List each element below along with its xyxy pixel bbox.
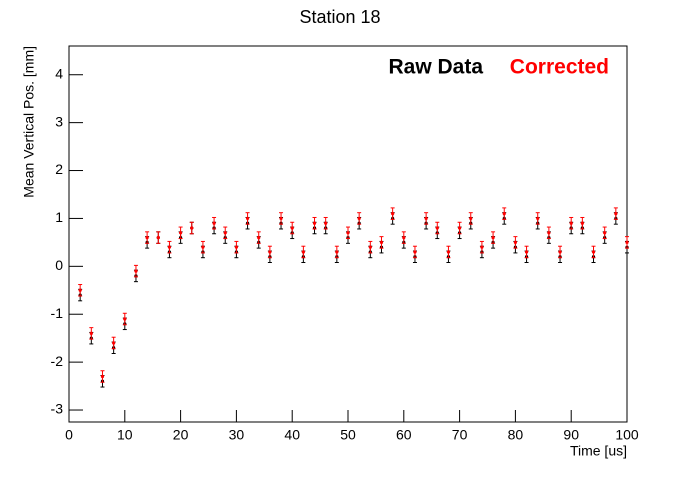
point (212, 221, 216, 225)
point (569, 221, 573, 225)
point (89, 331, 93, 335)
point (312, 221, 317, 225)
y-tick-label: 2 (55, 161, 63, 177)
point (234, 245, 238, 249)
point (524, 250, 529, 254)
point (580, 221, 584, 225)
y-tick-label: -1 (51, 305, 64, 321)
x-tick-label: 50 (340, 427, 356, 443)
point (379, 240, 384, 244)
y-tick-label: 0 (55, 257, 63, 273)
point (78, 288, 82, 292)
point (536, 216, 540, 221)
point (603, 231, 607, 235)
point (201, 245, 205, 249)
point (257, 235, 261, 240)
y-tick-label: -2 (51, 353, 64, 369)
x-tick-label: 100 (615, 427, 639, 443)
point (413, 250, 417, 254)
x-tick-label: 10 (117, 427, 133, 443)
x-tick-label: 40 (284, 427, 300, 443)
point (446, 250, 451, 254)
point (223, 231, 227, 235)
x-tick-label: 80 (508, 427, 524, 443)
x-tick-label: 0 (65, 427, 73, 443)
point (458, 226, 462, 230)
point (513, 240, 518, 244)
point (368, 245, 372, 249)
y-tick-label: 3 (55, 113, 63, 129)
x-axis-label: Time [us] (570, 443, 627, 459)
point (357, 216, 361, 221)
point (435, 226, 439, 230)
point (558, 250, 562, 254)
point (335, 250, 339, 254)
point (614, 212, 618, 216)
x-tick-label: 30 (229, 427, 245, 443)
x-tick-label: 60 (396, 427, 412, 443)
y-tick-label: 1 (55, 209, 63, 225)
point (391, 212, 395, 216)
point (145, 235, 149, 240)
y-axis-label: Mean Vertical Pos. [mm] (21, 46, 37, 198)
point (245, 216, 250, 221)
point (134, 269, 138, 273)
point (167, 245, 172, 249)
point (156, 235, 160, 240)
point (112, 341, 116, 345)
x-tick-label: 70 (452, 427, 468, 443)
y-tick-label: -3 (51, 401, 64, 417)
point (625, 240, 629, 244)
point (290, 226, 294, 230)
point (547, 231, 551, 235)
legend-entry: Raw Data (388, 56, 483, 79)
point (491, 235, 495, 240)
point (279, 216, 283, 221)
point (424, 216, 428, 221)
x-tick-label: 20 (173, 427, 189, 443)
point (402, 235, 406, 240)
legend-entry: Corrected (510, 56, 609, 79)
chart-title: Station 18 (299, 7, 380, 27)
point (179, 231, 183, 235)
point (190, 226, 194, 230)
point (123, 317, 127, 321)
point (301, 250, 305, 254)
x-tick-label: 90 (563, 427, 579, 443)
y-tick-label: 4 (55, 65, 63, 81)
point (346, 231, 350, 235)
point (268, 250, 272, 254)
point (502, 212, 506, 216)
point (469, 216, 473, 221)
point (324, 221, 328, 225)
point (480, 245, 484, 249)
point (591, 250, 596, 254)
point (100, 374, 105, 379)
